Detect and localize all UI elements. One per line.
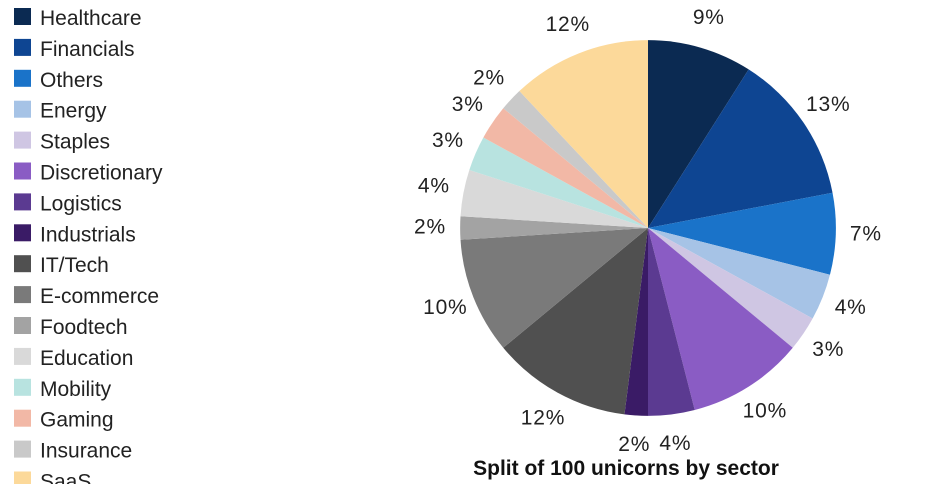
pie-slice-energy <box>647 227 830 319</box>
legend-label-healthcare: Healthcare <box>40 7 142 30</box>
legend-swatch-it-tech <box>14 255 31 273</box>
pie-slice-discretionary <box>647 227 793 410</box>
legend-swatch-education <box>14 347 31 365</box>
pie-labels: 9% 13% 7% 4% 3% 10% 4% 2% 12% 10% 2% 4% 3% 3% 2% 12% <box>414 6 882 456</box>
pie-label-logistics: 4% <box>659 432 691 455</box>
chart-title: Split of 100 unicorns by sector <box>473 457 779 480</box>
pie-label-saas: 12% <box>546 13 590 36</box>
legend-label-discretionary: Discretionary <box>40 162 163 185</box>
pie-label-foodtech: 2% <box>414 216 446 239</box>
pie-slice-e-commerce <box>460 227 648 348</box>
legend-label-energy: Energy <box>40 100 107 123</box>
legend-swatch-foodtech <box>14 317 31 334</box>
legend-swatch-staples <box>14 131 31 149</box>
pie-label-others: 7% <box>850 222 882 245</box>
pie-slice-staples <box>647 227 813 348</box>
legend-swatch-e-commerce <box>14 286 31 304</box>
pie-label-education: 4% <box>418 175 450 198</box>
pie-label-energy: 4% <box>835 296 867 319</box>
pie-slice-healthcare <box>647 40 749 228</box>
pie-label-discretionary: 10% <box>743 400 787 423</box>
legend-swatch-mobility <box>14 378 31 396</box>
legend-label-saas: SaaS <box>40 471 91 484</box>
legend-label-industrials: Industrials <box>40 223 136 246</box>
legend-swatch-industrials <box>14 224 31 242</box>
pie-label-staples: 3% <box>812 338 844 361</box>
legend-label-e-commerce: E-commerce <box>40 285 159 308</box>
pie-label-industrials: 2% <box>618 433 650 456</box>
pie-slice-mobility <box>469 137 648 228</box>
pie-label-mobility: 3% <box>432 129 464 152</box>
pie-label-it-tech: 12% <box>521 407 565 430</box>
legend-label-insurance: Insurance <box>40 440 132 463</box>
pie-slices <box>460 40 836 416</box>
legend-label-gaming: Gaming <box>40 409 114 432</box>
legend-label-it-tech: IT/Tech <box>40 254 109 277</box>
legend-swatch-saas <box>14 471 31 484</box>
legend-label-logistics: Logistics <box>40 192 122 215</box>
legend-label-financials: Financials <box>40 38 135 61</box>
pie-slice-industrials <box>624 227 648 416</box>
legend-label-others: Others <box>40 69 103 92</box>
pie-label-healthcare: 9% <box>693 6 725 29</box>
pie-slice-foodtech <box>460 216 648 240</box>
legend-swatch-logistics <box>14 193 31 211</box>
legend-swatch-gaming <box>14 409 31 427</box>
legend-label-foodtech: Foodtech <box>40 316 128 339</box>
legend-swatch-insurance <box>14 440 31 458</box>
pie-label-insurance: 2% <box>473 66 505 89</box>
pie-slice-financials <box>647 69 833 228</box>
pie-slice-gaming <box>483 108 648 228</box>
pie-slice-saas <box>519 40 648 228</box>
legend-swatch-healthcare <box>14 8 31 25</box>
legend: Healthcare Financials Others Energy Staples D… <box>14 7 163 484</box>
legend-label-education: Education <box>40 347 133 370</box>
pie-slice-education <box>460 169 648 228</box>
pie-slice-insurance <box>503 91 648 228</box>
legend-label-staples: Staples <box>40 131 110 154</box>
legend-label-mobility: Mobility <box>40 378 112 401</box>
pie-label-e-commerce: 10% <box>423 296 467 319</box>
legend-swatch-discretionary <box>14 162 31 180</box>
legend-swatch-others <box>14 69 31 87</box>
legend-swatch-energy <box>14 100 31 118</box>
pie-slice-others <box>647 192 836 275</box>
pie-label-financials: 13% <box>806 93 850 116</box>
legend-swatch-financials <box>14 38 31 56</box>
pie-label-gaming: 3% <box>452 93 484 116</box>
pie-slice-it-tech <box>503 227 648 415</box>
pie-slice-logistics <box>647 227 695 416</box>
